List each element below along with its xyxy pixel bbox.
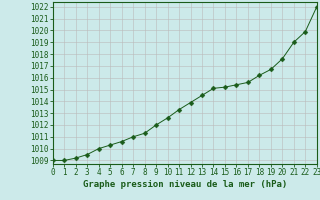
X-axis label: Graphe pression niveau de la mer (hPa): Graphe pression niveau de la mer (hPa) [83, 180, 287, 189]
